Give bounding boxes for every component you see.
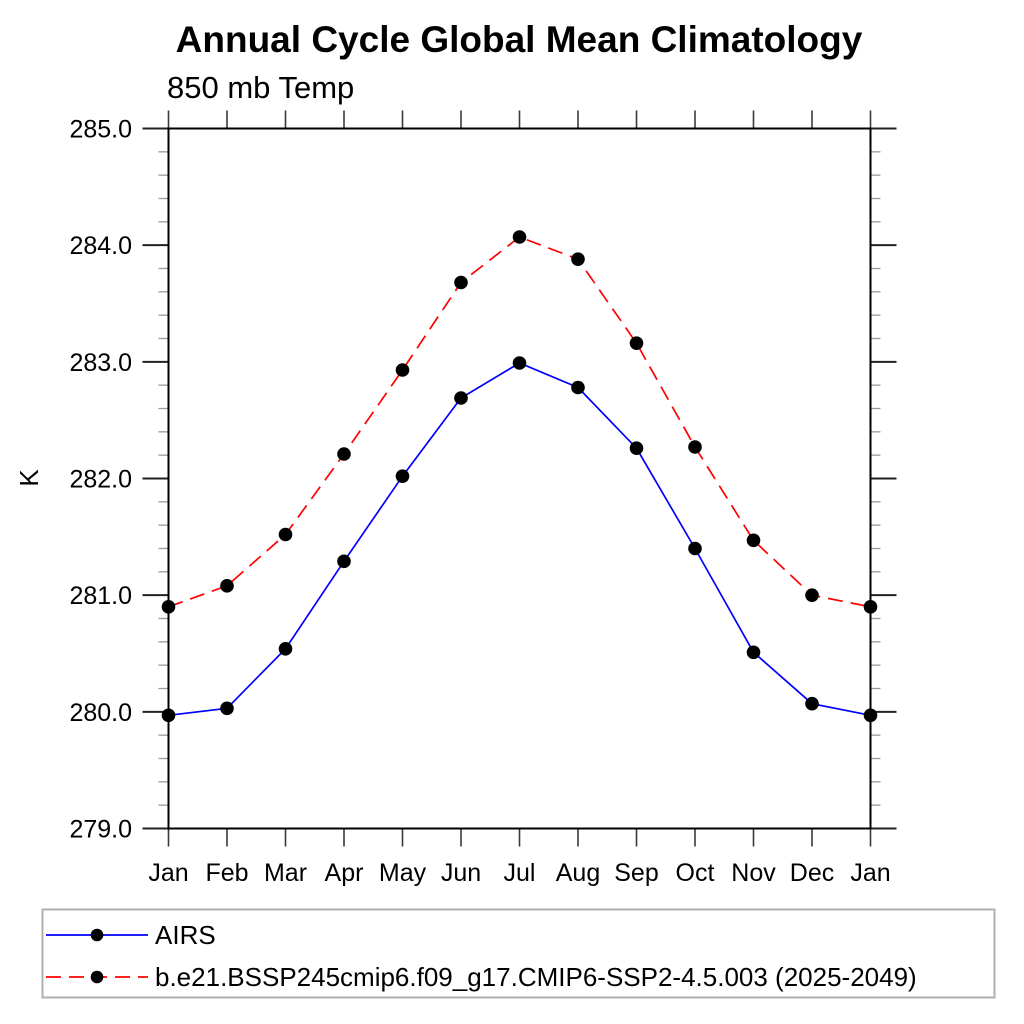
legend-box [41, 908, 996, 999]
x-tick-label: Feb [205, 859, 248, 887]
y-tick-label: 279.0 [69, 816, 132, 844]
legend: AIRS b.e21.BSSP245cmip6.f09_g17.CMIP6-SSP… [41, 908, 996, 999]
chart-title: Annual Cycle Global Mean Climatology [176, 19, 863, 60]
axis-ticks [142, 110, 897, 847]
data-point-marker [337, 554, 351, 569]
legend-marker-1 [90, 970, 104, 984]
y-tick-label: 283.0 [69, 349, 132, 377]
plot-frame [167, 127, 872, 830]
data-point-marker [746, 533, 761, 548]
data-point-marker [395, 363, 410, 377]
y-tick-label: 280.0 [69, 699, 132, 727]
series-line-0 [168, 362, 871, 717]
data-point-marker [571, 380, 585, 395]
x-tick-label: Jun [441, 859, 481, 887]
x-tick-label: Aug [556, 859, 600, 887]
data-point-marker [863, 600, 878, 614]
data-point-marker [454, 391, 468, 405]
x-tick-label: Oct [676, 859, 715, 887]
y-tick-label: 285.0 [69, 116, 132, 144]
data-point-marker [278, 527, 293, 542]
data-point-marker [746, 645, 761, 660]
data-point-marker [688, 440, 702, 454]
y-axis-label: K [14, 469, 44, 487]
series-line-1 [168, 236, 871, 608]
data-point-marker [161, 600, 176, 614]
data-point-marker [629, 441, 644, 455]
axis-frame [167, 127, 872, 830]
data-point-marker [220, 701, 234, 716]
data-point-marker [629, 336, 644, 350]
data-point-marker [395, 469, 410, 483]
x-tick-label: Sep [614, 859, 658, 887]
legend-label-1: b.e21.BSSP245cmip6.f09_g17.CMIP6-SSP2-4.… [155, 962, 917, 992]
legend-label-0: AIRS [155, 920, 216, 950]
x-tick-label: Nov [731, 859, 776, 887]
chart-subtitle: 850 mb Temp [167, 70, 354, 105]
x-tick-label: Dec [790, 859, 834, 887]
x-tick-label: Apr [325, 859, 364, 887]
x-tick-label: Jan [148, 859, 188, 887]
legend-marker-0 [90, 928, 104, 942]
y-tick-label: 284.0 [69, 232, 132, 260]
data-point-marker [337, 447, 351, 461]
data-point-marker [161, 708, 176, 723]
data-point-marker [278, 642, 293, 656]
data-point-marker [571, 252, 585, 266]
data-point-marker [805, 696, 819, 711]
data-point-marker [220, 579, 234, 593]
x-tick-label: Jul [504, 859, 536, 887]
data-point-marker [454, 275, 468, 290]
x-tick-label: Mar [264, 859, 307, 887]
data-point-marker [805, 588, 819, 602]
x-tick-label: May [379, 859, 427, 887]
y-tick-label: 282.0 [69, 466, 132, 494]
data-point-marker [688, 541, 702, 556]
series-group [161, 230, 878, 723]
axis-tick-labels: 285.0 284.0 283.0 282.0 281.0 280.0 279.0 Jan Fe… [69, 116, 890, 888]
data-point-marker [512, 230, 527, 244]
data-point-marker [863, 708, 878, 723]
y-tick-label: 281.0 [69, 582, 132, 610]
x-tick-label: Jan [850, 859, 890, 887]
data-point-marker [512, 356, 527, 370]
